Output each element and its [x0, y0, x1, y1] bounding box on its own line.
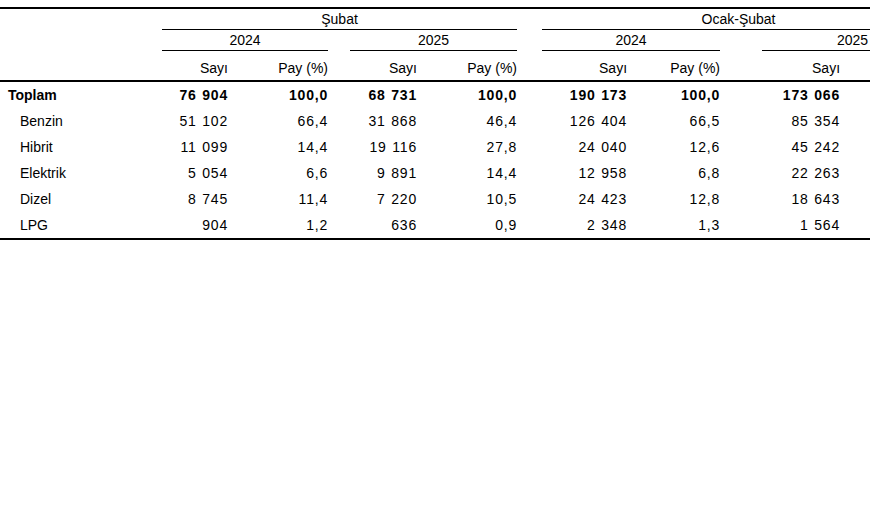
cell: 85 354: [720, 108, 870, 134]
table-row-benzin: Benzin 51 102 66,4 31 868 46,4 126 404 6…: [0, 108, 870, 134]
cell: 27,8: [417, 134, 517, 160]
year-header-ocak-subat-2024: 2024: [517, 30, 720, 51]
row-label: Elektrik: [0, 160, 152, 186]
cell: 126 404: [517, 108, 627, 134]
cell: 66,5: [627, 108, 720, 134]
table-row-hibrit: Hibrit 11 099 14,4 19 116 27,8 24 040 12…: [0, 134, 870, 160]
year-header-subat-2024: 2024: [152, 30, 328, 51]
column-header-sayi: Sayı: [517, 51, 627, 81]
year-header-row: 2024 2025 2024 2025: [0, 30, 870, 51]
cell: 22 263: [720, 160, 870, 186]
cell: 173 066: [720, 81, 870, 108]
cell: 12,8: [627, 186, 720, 212]
row-label: Benzin: [0, 108, 152, 134]
year-header-subat-2025: 2025: [328, 30, 517, 51]
cell: 76 904: [152, 81, 228, 108]
cell: 11 099: [152, 134, 228, 160]
column-header-sayi: Sayı: [152, 51, 228, 81]
table-row-elektrik: Elektrik 5 054 6,6 9 891 14,4 12 958 6,8…: [0, 160, 870, 186]
cell: 1 564: [720, 212, 870, 239]
cell: 18 643: [720, 186, 870, 212]
cell: 66,4: [228, 108, 328, 134]
cell: 100,0: [417, 81, 517, 108]
group-header-ocak-subat-label: Ocak-Şubat: [542, 9, 870, 30]
cell: 904: [152, 212, 228, 239]
year-header-ocak-subat-2025: 2025: [720, 30, 870, 51]
group-header-subat-label: Şubat: [162, 9, 517, 30]
cell: 0,9: [417, 212, 517, 239]
column-header-pay: Pay (%): [417, 51, 517, 81]
cell: 14,4: [417, 160, 517, 186]
cell: 190 173: [517, 81, 627, 108]
cell: 6,8: [627, 160, 720, 186]
cell: 24 040: [517, 134, 627, 160]
cell: 12 958: [517, 160, 627, 186]
cell: 8 745: [152, 186, 228, 212]
cell: 1,3: [627, 212, 720, 239]
cell: 14,4: [228, 134, 328, 160]
column-header-pay: Pay (%): [228, 51, 328, 81]
row-label: Dizel: [0, 186, 152, 212]
cell: 51 102: [152, 108, 228, 134]
cell: 11,4: [228, 186, 328, 212]
cell: 9 891: [328, 160, 417, 186]
cell: 10,5: [417, 186, 517, 212]
column-header-pay: Pay (%): [627, 51, 720, 81]
header-spacer: [0, 30, 152, 51]
cell: 1,2: [228, 212, 328, 239]
table-row-lpg: LPG 904 1,2 636 0,9 2 348 1,3 1 564: [0, 212, 870, 239]
cell: 12,6: [627, 134, 720, 160]
cell: 45 242: [720, 134, 870, 160]
cell: 2 348: [517, 212, 627, 239]
period-header-row: Şubat Ocak-Şubat: [0, 8, 870, 30]
row-label: Hibrit: [0, 134, 152, 160]
table-row-dizel: Dizel 8 745 11,4 7 220 10,5 24 423 12,8 …: [0, 186, 870, 212]
column-header-sayi: Sayı: [720, 51, 870, 81]
cell: 636: [328, 212, 417, 239]
column-header-sayi: Sayı: [328, 51, 417, 81]
row-label: LPG: [0, 212, 152, 239]
group-header-ocak-subat: Ocak-Şubat: [517, 8, 870, 30]
cell: 100,0: [627, 81, 720, 108]
group-header-subat: Şubat: [152, 8, 517, 30]
header-spacer: [0, 8, 152, 30]
cell: 68 731: [328, 81, 417, 108]
table-row-toplam: Toplam 76 904 100,0 68 731 100,0 190 173…: [0, 81, 870, 108]
cell: 31 868: [328, 108, 417, 134]
cell: 19 116: [328, 134, 417, 160]
fuel-type-statistics-table-container: Şubat Ocak-Şubat 2024 2025 2024 2025: [0, 7, 870, 240]
row-label: Toplam: [0, 81, 152, 108]
fuel-type-statistics-table: Şubat Ocak-Şubat 2024 2025 2024 2025: [0, 7, 870, 240]
cell: 24 423: [517, 186, 627, 212]
cell: 7 220: [328, 186, 417, 212]
cell: 6,6: [228, 160, 328, 186]
measure-header-row: Sayı Pay (%) Sayı Pay (%) Sayı Pay (%) S…: [0, 51, 870, 81]
cell: 100,0: [228, 81, 328, 108]
header-spacer: [0, 51, 152, 81]
cell: 5 054: [152, 160, 228, 186]
cell: 46,4: [417, 108, 517, 134]
